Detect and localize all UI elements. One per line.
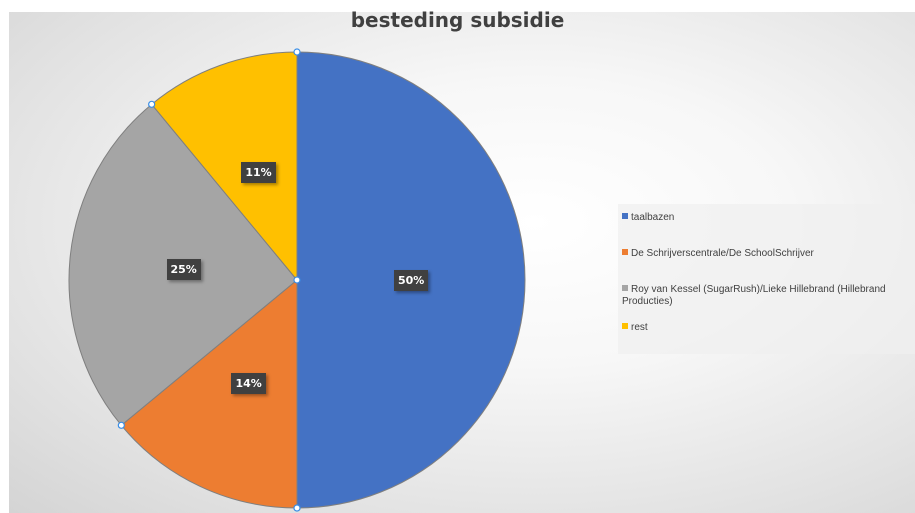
selection-handle-0[interactable] bbox=[293, 48, 301, 56]
legend-label: Roy van Kessel (SugarRush)/Lieke Hillebr… bbox=[622, 284, 886, 307]
legend-swatch-icon bbox=[622, 285, 628, 291]
legend-entry-schrijverscentrale[interactable]: De Schrijverscentrale/De SchoolSchrijver bbox=[622, 248, 912, 260]
legend-label: De Schrijverscentrale/De SchoolSchrijver bbox=[631, 248, 814, 259]
selection-handle-center[interactable] bbox=[293, 276, 301, 284]
slice-rest[interactable] bbox=[150, 51, 298, 282]
legend-swatch-icon bbox=[622, 213, 628, 219]
legend-entry-roy-van-kessel[interactable]: Roy van Kessel (SugarRush)/Lieke Hillebr… bbox=[622, 284, 912, 308]
legend-entry-rest[interactable]: rest bbox=[622, 322, 912, 334]
slice-schrijverscentrale[interactable] bbox=[120, 278, 298, 509]
chart-title: besteding subsidie bbox=[350, 8, 565, 32]
data-label-roy-van-kessel: 25% bbox=[166, 258, 201, 280]
data-label-schrijverscentrale: 14% bbox=[231, 372, 266, 394]
selection-handle-2[interactable] bbox=[117, 421, 125, 429]
legend-label: rest bbox=[631, 322, 648, 333]
selection-handle-3[interactable] bbox=[148, 100, 156, 108]
legend-swatch-icon bbox=[622, 249, 628, 255]
legend[interactable]: taalbazen De Schrijverscentrale/De Schoo… bbox=[618, 204, 915, 354]
selection-handle-bottom[interactable] bbox=[293, 504, 301, 512]
data-label-taalbazen: 50% bbox=[394, 269, 429, 291]
legend-entry-taalbazen[interactable]: taalbazen bbox=[622, 212, 912, 224]
legend-swatch-icon bbox=[622, 323, 628, 329]
legend-label: taalbazen bbox=[631, 212, 675, 223]
data-label-rest: 11% bbox=[241, 162, 276, 184]
